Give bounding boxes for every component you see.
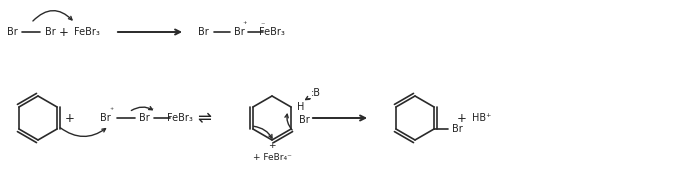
Text: H: H <box>298 102 304 112</box>
Text: Br: Br <box>452 124 463 134</box>
Text: ⁻: ⁻ <box>261 20 265 30</box>
Text: ⁺: ⁺ <box>110 106 114 115</box>
Text: ⇌: ⇌ <box>197 109 211 127</box>
Text: HB⁺: HB⁺ <box>473 113 491 123</box>
Text: Br: Br <box>99 113 111 123</box>
Text: FeBr₃: FeBr₃ <box>74 27 100 37</box>
Text: Br: Br <box>139 113 149 123</box>
Text: + FeBr₄⁻: + FeBr₄⁻ <box>253 153 291 163</box>
Text: Br: Br <box>299 115 309 125</box>
Text: FeBr₃: FeBr₃ <box>167 113 193 123</box>
Text: +: + <box>59 26 69 39</box>
Text: Br: Br <box>6 27 18 37</box>
Text: ⁻: ⁻ <box>149 106 153 115</box>
Text: FeBr₃: FeBr₃ <box>259 27 285 37</box>
Text: +: + <box>268 142 276 150</box>
Text: +: + <box>65 111 75 125</box>
Text: +: + <box>457 111 467 125</box>
Text: :B: :B <box>311 88 321 98</box>
Text: ⁺: ⁺ <box>243 20 247 30</box>
Text: Br: Br <box>234 27 244 37</box>
Text: Br: Br <box>197 27 209 37</box>
Text: Br: Br <box>45 27 55 37</box>
